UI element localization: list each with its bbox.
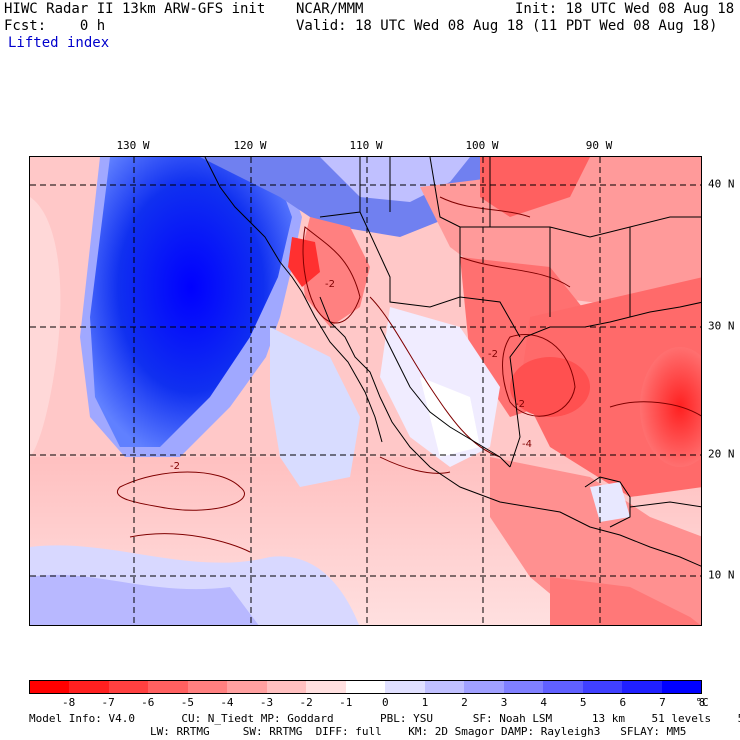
colorbar-tick-label: -2: [299, 696, 313, 709]
contour-label: -4: [522, 439, 532, 450]
coastlines: [204, 157, 701, 567]
central-america-red: [490, 457, 701, 625]
colorbar-tick-label: 8: [698, 696, 706, 709]
colorbar-cell: [582, 681, 623, 693]
lat-label: 20 N: [708, 447, 735, 461]
valid-time: Valid: 18 UTC Wed 08 Aug 18 (11 PDT Wed …: [296, 18, 718, 34]
colorbar-tick-label: 7: [659, 696, 666, 709]
colorbar-tick-label: 0: [381, 696, 389, 709]
colorbar-cell: [661, 681, 701, 693]
colorbar-cell: [148, 681, 188, 693]
org-label: NCAR/MMM: [296, 1, 364, 17]
lon-label: 90 W: [585, 139, 613, 152]
contour-lines: [117, 196, 701, 553]
colorbar-cell: [266, 681, 307, 693]
caribbean-hot-spot: [640, 347, 701, 467]
gulf-hot-spot: [510, 357, 590, 417]
plains-hot-spot: [480, 157, 590, 217]
graticule: [30, 157, 701, 625]
lon-label: 100 W: [465, 139, 499, 152]
colorbar-cell: [503, 681, 544, 693]
pacific-blue-core: [90, 157, 292, 447]
california-red: [300, 217, 370, 327]
colorbar-cell: [30, 681, 70, 693]
forecast-hour: Fcst: 0 h: [4, 18, 106, 34]
model-title: HIWC Radar II 13km ARW-GFS init: [4, 1, 266, 17]
colorbar-tick-label: -5: [180, 696, 194, 709]
colorbar-tick-label: -8: [61, 696, 76, 709]
lifted-index-map: -2 -2 -2 -2 -4: [30, 157, 701, 625]
model-info-line2: LW: RRTMG SW: RRTMG DIFF: full KM: 2D Sm…: [150, 725, 687, 738]
colorbar-tick-label: -7: [101, 696, 115, 709]
contour-label: -2: [325, 279, 335, 290]
colorbar-tick-label: -1: [339, 696, 353, 709]
colorbar-cell: [69, 681, 109, 693]
colorbar-tick-label: 5: [579, 696, 587, 709]
lat-label: 10 N: [708, 568, 735, 582]
lon-label: 110 W: [349, 139, 383, 152]
southwest-blue-core: [30, 574, 259, 625]
model-info-line1: Model Info: V4.0 CU: N_Tiedt MP: Goddard…: [29, 712, 740, 725]
field-name: Lifted index: [8, 35, 110, 51]
colorbar-tick-label: -4: [220, 696, 234, 709]
mexico-white-field: [420, 377, 480, 457]
colorbar-tick-label: 1: [421, 696, 429, 709]
contour-label: -2: [488, 349, 498, 360]
colorbar-cell: [306, 681, 346, 693]
colorbar-cell: [385, 681, 425, 693]
colorbar-tick-label: -6: [141, 696, 155, 709]
lon-label: 120 W: [233, 139, 267, 152]
colorbar-tick-label: 4: [540, 696, 547, 709]
colorbar-cell: [187, 681, 228, 693]
colorbar-tick-label: -3: [259, 696, 274, 709]
colorbar-cell: [622, 681, 662, 693]
colorbar-tick-label: 2: [461, 696, 468, 709]
lat-label: 30 N: [708, 319, 735, 333]
contour-label: -2: [515, 399, 525, 410]
map-panel: -2 -2 -2 -2 -4: [29, 156, 702, 626]
colorbar-cell: [424, 681, 465, 693]
colorbar-cell: [345, 681, 386, 693]
lon-label: 130 W: [116, 139, 150, 152]
pacific-south-red: [550, 577, 701, 625]
colorbar-tick-label: 6: [619, 696, 627, 709]
colorbar-cell: [464, 681, 504, 693]
contour-label: -2: [170, 461, 180, 472]
colorbar-tick-label: 3: [500, 696, 508, 709]
baja-offshore-field: [270, 327, 360, 487]
lat-label: 40 N: [708, 177, 735, 191]
colorbar-cell: [108, 681, 149, 693]
colorbar: [29, 680, 702, 694]
colorbar-cell: [227, 681, 267, 693]
coast-hot-spot: [288, 237, 320, 287]
colorbar-cell: [543, 681, 583, 693]
colorbar-unit: °C: [695, 696, 709, 709]
init-time: Init: 18 UTC Wed 08 Aug 18: [515, 1, 735, 17]
